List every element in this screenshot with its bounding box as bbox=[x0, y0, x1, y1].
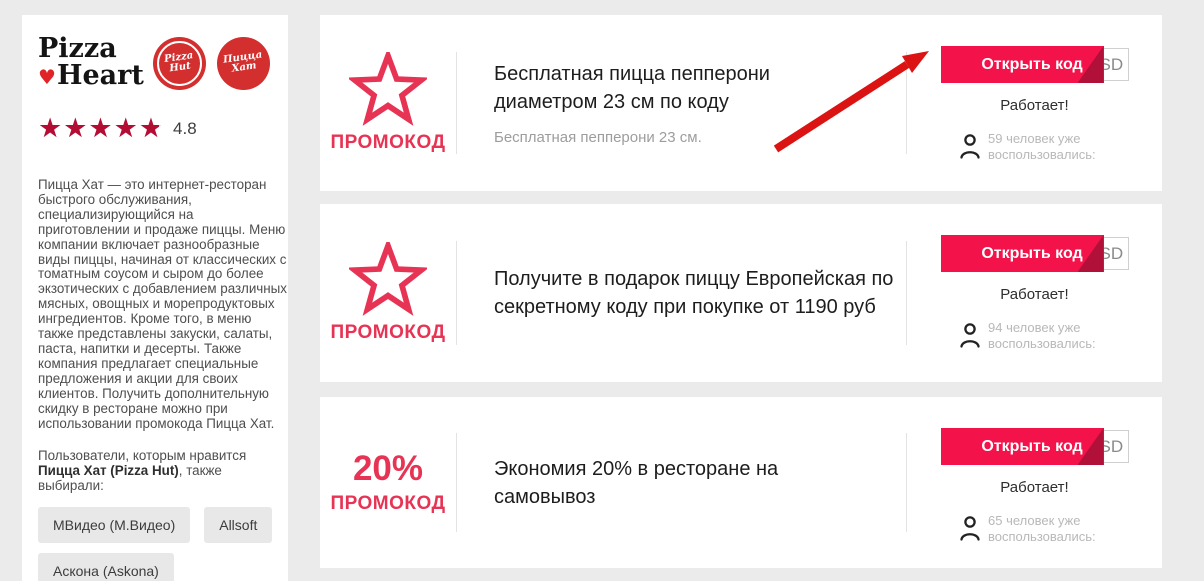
divider bbox=[456, 241, 457, 345]
coupon-card-3: 20% ПРОМОКОД Экономия 20% в ресторане на… bbox=[320, 397, 1162, 568]
logo-line2: ♥Heart bbox=[38, 60, 144, 91]
promo-star-icon bbox=[349, 242, 427, 316]
rating-row: ★★★★★ ★★★★★ 4.8 bbox=[38, 115, 276, 142]
person-icon bbox=[960, 323, 980, 348]
promo-label: ПРОМОКОД bbox=[330, 322, 446, 343]
coupon-subtitle: Бесплатная пепперони 23 см. bbox=[494, 129, 702, 146]
code-reveal: SD Открыть код bbox=[940, 46, 1129, 83]
heart-icon: ♥ bbox=[38, 65, 56, 89]
person-icon bbox=[960, 516, 980, 541]
shop-description: Пицца Хат — это интернет-ресторан быстро… bbox=[38, 177, 287, 431]
divider bbox=[456, 432, 457, 533]
coupon-card-1: ПРОМОКОД Бесплатная пицца пепперони диам… bbox=[320, 15, 1162, 191]
divider bbox=[906, 241, 907, 345]
divider bbox=[906, 432, 907, 533]
open-code-button[interactable]: Открыть код bbox=[940, 46, 1104, 83]
status-text: Работает! bbox=[1000, 479, 1069, 496]
pizza-heart-logo: Pizza ♥Heart bbox=[38, 33, 144, 91]
promo-star-icon bbox=[349, 52, 427, 126]
promo-badge: ПРОМОКОД bbox=[320, 204, 456, 382]
promo-label: ПРОМОКОД bbox=[330, 132, 446, 153]
usage-text: 94 человек уже воспользовались: bbox=[988, 320, 1096, 351]
open-code-button[interactable]: Открыть код bbox=[940, 235, 1104, 272]
discount-value: 20% bbox=[352, 448, 424, 488]
coupon-title: Экономия 20% в ресторане на самовывоз bbox=[494, 457, 779, 508]
person-icon bbox=[960, 134, 980, 159]
divider bbox=[456, 51, 457, 155]
pizza-hut-cyrillic-logo-icon: Пицца Хат bbox=[217, 36, 270, 90]
usage-counter: 94 человек уже воспользовались: bbox=[959, 320, 1110, 352]
status-text: Работает! bbox=[1000, 286, 1069, 303]
promo-badge: ПРОМОКОД bbox=[320, 15, 456, 191]
code-reveal: SD Открыть код bbox=[940, 428, 1129, 465]
rating-value: 4.8 bbox=[173, 118, 197, 138]
status-text: Работает! bbox=[1000, 97, 1069, 114]
usage-counter: 65 человек уже воспользовались: bbox=[959, 513, 1110, 545]
usage-text: 59 человек уже воспользовались: bbox=[988, 131, 1096, 162]
related-shop-allsoft[interactable]: Allsoft bbox=[204, 507, 273, 544]
related-intro: Пользователи, которым нравится Пицца Хат… bbox=[38, 448, 247, 494]
related-shop-askona[interactable]: Аскона (Askona) bbox=[38, 553, 174, 581]
coupon-list: ПРОМОКОД Бесплатная пицца пепперони диам… bbox=[320, 15, 1162, 568]
logo-row: Pizza ♥Heart Pizza Hut Пицца Хат bbox=[38, 35, 276, 91]
related-shops: МВидео (М.Видео) Allsoft Аскона (Askona)… bbox=[38, 507, 290, 581]
related-shop-mvideo[interactable]: МВидео (М.Видео) bbox=[38, 507, 191, 544]
coupon-title: Получите в подарок пиццу Европейская по … bbox=[494, 268, 894, 318]
usage-text: 65 человек уже воспользовались: bbox=[988, 513, 1096, 544]
open-code-button[interactable]: Открыть код bbox=[940, 428, 1104, 465]
coupon-card-2: ПРОМОКОД Получите в подарок пиццу Европе… bbox=[320, 204, 1162, 382]
rating-stars-icon: ★★★★★ ★★★★★ bbox=[38, 113, 165, 143]
promo-badge: 20% ПРОМОКОД bbox=[320, 397, 456, 568]
coupon-title: Бесплатная пицца пепперони диаметром 23 … bbox=[494, 63, 770, 113]
logo-line1: Pizza bbox=[38, 33, 117, 64]
promo-label: ПРОМОКОД bbox=[330, 492, 446, 514]
usage-counter: 59 человек уже воспользовались: bbox=[959, 131, 1110, 163]
pizza-hut-logo-icon: Pizza Hut bbox=[153, 36, 206, 90]
code-reveal: SD Открыть код bbox=[940, 235, 1129, 272]
sidebar: Pizza ♥Heart Pizza Hut Пицца Хат ★★★★★ ★… bbox=[22, 15, 288, 581]
